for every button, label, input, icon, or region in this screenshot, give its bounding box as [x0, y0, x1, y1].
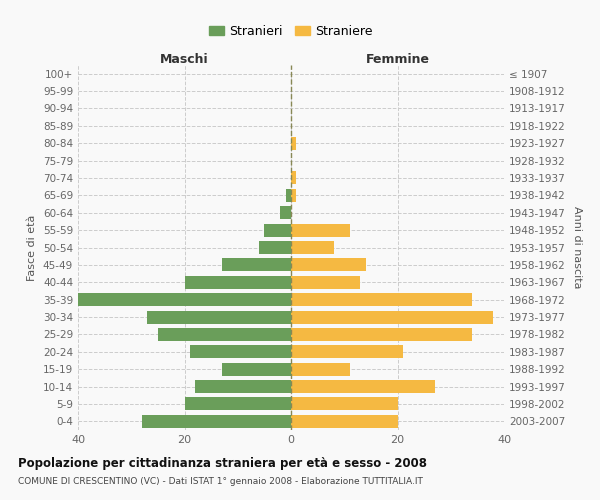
Bar	[78, 293, 291, 306]
Bar	[222, 258, 291, 272]
Bar	[291, 258, 365, 272]
Bar	[265, 224, 291, 236]
Text: Maschi: Maschi	[160, 53, 209, 66]
Bar	[291, 276, 360, 289]
Bar	[185, 398, 291, 410]
Bar	[291, 398, 398, 410]
Bar	[291, 328, 472, 341]
Bar	[291, 310, 493, 324]
Bar	[291, 172, 296, 184]
Bar	[291, 346, 403, 358]
Bar	[291, 224, 350, 236]
Bar	[185, 276, 291, 289]
Bar	[291, 136, 296, 149]
Bar	[142, 415, 291, 428]
Text: Femmine: Femmine	[365, 53, 430, 66]
Y-axis label: Fasce di età: Fasce di età	[28, 214, 37, 280]
Bar	[291, 241, 334, 254]
Bar	[291, 189, 296, 202]
Y-axis label: Anni di nascita: Anni di nascita	[572, 206, 582, 289]
Text: COMUNE DI CRESCENTINO (VC) - Dati ISTAT 1° gennaio 2008 - Elaborazione TUTTITALI: COMUNE DI CRESCENTINO (VC) - Dati ISTAT …	[18, 478, 423, 486]
Bar	[195, 380, 291, 393]
Bar	[286, 189, 291, 202]
Bar	[291, 362, 350, 376]
Text: Popolazione per cittadinanza straniera per età e sesso - 2008: Popolazione per cittadinanza straniera p…	[18, 458, 427, 470]
Bar	[280, 206, 291, 220]
Bar	[259, 241, 291, 254]
Bar	[190, 346, 291, 358]
Bar	[291, 380, 435, 393]
Bar	[291, 415, 398, 428]
Bar	[291, 293, 472, 306]
Bar	[147, 310, 291, 324]
Bar	[158, 328, 291, 341]
Bar	[222, 362, 291, 376]
Legend: Stranieri, Straniere: Stranieri, Straniere	[204, 20, 378, 43]
